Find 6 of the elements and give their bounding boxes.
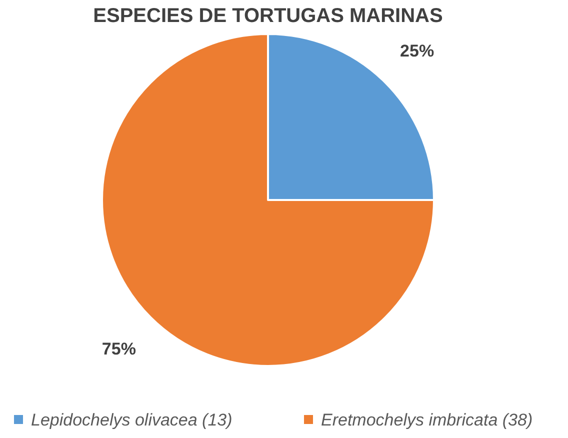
legend-label: Eretmochelys imbricata (38) — [321, 410, 533, 430]
chart-title: ESPECIES DE TORTUGAS MARINAS — [93, 5, 443, 27]
data-label: 25% — [400, 41, 434, 60]
data-label: 75% — [102, 340, 136, 359]
pie-slice — [101, 33, 435, 367]
legend-label: Lepidochelys olivacea (13) — [31, 410, 232, 430]
